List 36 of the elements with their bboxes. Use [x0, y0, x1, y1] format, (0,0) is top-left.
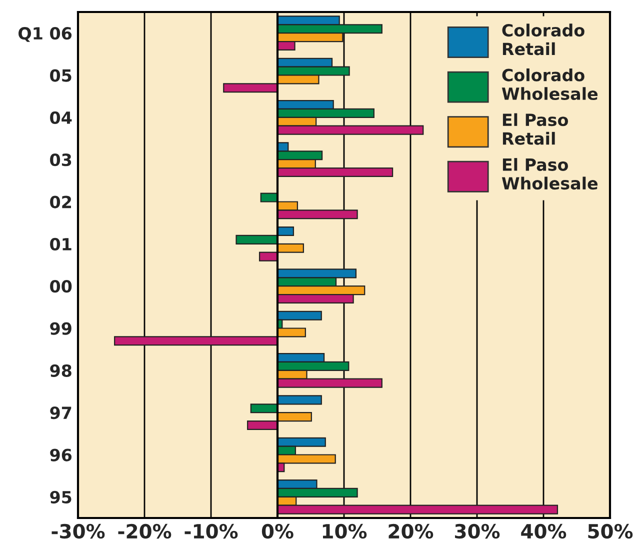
y-tick-label: 01: [50, 238, 72, 250]
bar: [236, 234, 278, 244]
y-tick-label: 95: [50, 490, 72, 504]
x-tick-label: 10%: [322, 524, 367, 539]
y-tick-label: 04: [50, 111, 72, 124]
x-tick-label: 50%: [588, 524, 633, 539]
y-tick-label: 97: [50, 406, 72, 420]
bar: [276, 226, 294, 236]
legend-label: El Paso Wholesale: [502, 158, 598, 190]
y-tick-label: 02: [50, 196, 71, 208]
y-tick-label: 96: [50, 448, 72, 462]
y-tick-label: Q1 06: [18, 27, 72, 42]
bar: [276, 243, 304, 253]
y-tick-label: 05: [50, 69, 72, 82]
x-tick-label: -10%: [184, 524, 238, 539]
x-tick-label: 0%: [262, 524, 294, 539]
bar: [250, 404, 278, 414]
bar: [114, 336, 278, 346]
bar: [223, 83, 278, 93]
x-tick-label: 30%: [455, 524, 500, 539]
bar: [260, 192, 278, 202]
legend-label: El Paso Retail: [502, 113, 568, 145]
legend-label: Colorado Retail: [502, 24, 584, 56]
bar: [276, 412, 312, 422]
y-tick-label: 03: [50, 154, 72, 166]
x-tick-label: 20%: [388, 524, 434, 539]
x-tick-label: 40%: [521, 524, 566, 539]
bar: [276, 395, 322, 405]
bar: [247, 420, 278, 430]
y-tick-label: 00: [50, 280, 72, 293]
legend-label: Colorado Wholesale: [502, 68, 598, 100]
bar: [258, 252, 278, 262]
x-tick-label: -30%: [52, 524, 105, 539]
y-tick-label: 99: [50, 322, 72, 335]
y-tick-label: 98: [50, 364, 72, 377]
x-tick-label: -20%: [118, 524, 172, 539]
